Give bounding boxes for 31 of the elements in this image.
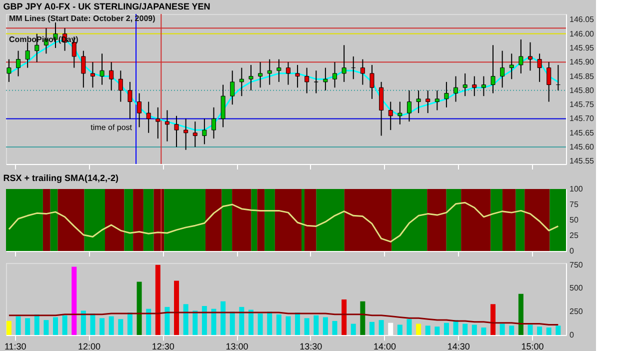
y-tick-label: 750 <box>570 260 584 270</box>
x-tick-label: 13:30 <box>300 342 322 351</box>
y-tick-label: 145.80 <box>570 86 595 95</box>
x-tick-label: 12:00 <box>78 342 101 351</box>
x-tick-label: 14:30 <box>447 342 470 351</box>
x-tick-label: 11:30 <box>4 342 26 351</box>
ref-line-label: time of post <box>90 123 133 132</box>
x-tick-label: 13:00 <box>226 342 248 351</box>
y-tick-label: 146.05 <box>570 15 595 24</box>
y-tick-label: 75 <box>570 200 579 209</box>
x-tick-label: 12:30 <box>152 342 174 351</box>
y-tick-label: 145.55 <box>570 156 595 166</box>
chart-title: RSX + trailing SMA(14,2,-2) <box>3 173 119 183</box>
y-tick-label: 145.85 <box>570 72 595 81</box>
y-tick-label: 145.90 <box>570 58 595 67</box>
y-tick-label: 500 <box>570 284 584 293</box>
x-tick-label: 14:00 <box>373 342 396 351</box>
y-tick-label: 145.70 <box>570 114 595 124</box>
y-tick-label: 146.00 <box>570 29 595 38</box>
y-tick-label: 50 <box>570 216 579 224</box>
y-tick-label: 250 <box>570 307 584 316</box>
y-tick-label: 25 <box>570 231 579 240</box>
y-tick-label: 100 <box>570 184 584 194</box>
chart-title: GBP JPY A0-FX - UK STERLING/JAPANESE YEN <box>3 2 210 12</box>
y-tick-label: 0 <box>570 330 574 340</box>
y-tick-label: 145.95 <box>570 43 595 52</box>
y-tick-label: 145.75 <box>570 100 595 110</box>
y-tick-label: 145.65 <box>570 128 595 138</box>
y-tick-label: 0 <box>570 246 574 256</box>
x-tick-label: 15:00 <box>521 342 544 351</box>
y-tick-label: 145.60 <box>570 142 595 152</box>
